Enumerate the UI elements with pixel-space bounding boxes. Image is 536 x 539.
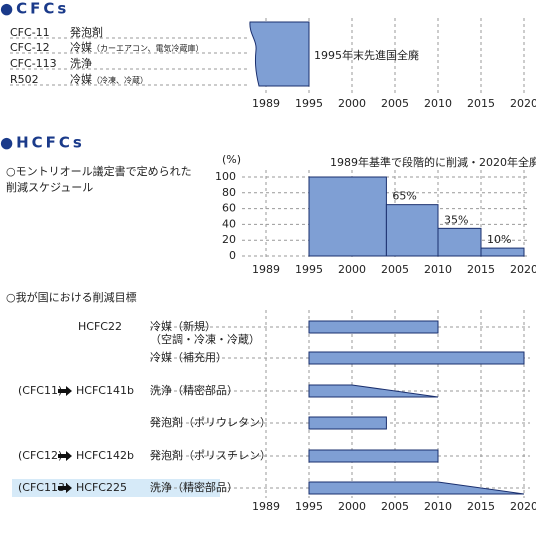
use: 冷媒（補充用） — [150, 350, 227, 364]
subtitle: ○我が国における削減目標 — [6, 290, 137, 304]
substance: HCFC141b — [76, 384, 134, 397]
use: 発泡剤 — [70, 25, 103, 39]
use: 洗浄 — [70, 56, 92, 70]
value-label: 35% — [444, 213, 468, 226]
phase-out — [308, 416, 387, 430]
highlight — [12, 479, 220, 497]
x-tick-label: 2005 — [381, 500, 409, 513]
annotation: 1989年基準で段階的に削減・2020年全廃 — [330, 155, 536, 169]
x-tick-label: 2005 — [381, 97, 409, 110]
x-tick-label: 2000 — [338, 263, 366, 276]
x-tick-label: 1995 — [295, 500, 323, 513]
substance: HCFC22 — [78, 320, 122, 333]
code: R502 — [10, 73, 39, 86]
section-title: ●HCFCs — [0, 134, 85, 152]
step-bar — [385, 204, 439, 257]
cfc-shape — [249, 21, 310, 87]
y-tick-label: 100 — [215, 170, 236, 183]
x-tick-label: 2020 — [510, 500, 536, 513]
substance: HCFC225 — [76, 481, 127, 494]
value-label: 10% — [487, 233, 511, 246]
x-tick-label: 2015 — [467, 263, 495, 276]
code: CFC-113 — [10, 57, 57, 70]
step-bar — [437, 227, 482, 257]
x-tick-label: 1995 — [295, 263, 323, 276]
note: （空調・冷凍・冷蔵） — [150, 332, 260, 346]
use: 洗浄 — [70, 56, 92, 70]
value-label: 65% — [392, 190, 416, 203]
x-tick-label: 2020 — [510, 263, 536, 276]
note: （カーエアコン、電気冷蔵庫） — [92, 43, 204, 53]
y-tick-label: 0 — [229, 249, 236, 262]
y-tick-label: 60 — [222, 202, 236, 215]
step-bar — [308, 176, 387, 257]
x-tick-label: 2015 — [467, 500, 495, 513]
x-tick-label: 2010 — [424, 500, 452, 513]
phase-out — [308, 449, 439, 463]
arrow — [58, 451, 72, 461]
substance: HCFC142b — [76, 449, 134, 462]
code: CFC-12 — [10, 41, 50, 54]
use: 発泡剤 — [70, 25, 103, 39]
phase-out — [308, 481, 525, 495]
x-tick-label: 2015 — [467, 97, 495, 110]
x-tick-label: 2020 — [510, 97, 536, 110]
subtitle: ○モントリオール議定書で定められた — [6, 164, 192, 178]
step-bar — [480, 247, 525, 257]
y-tick-label: 40 — [222, 217, 236, 230]
phase-out — [308, 320, 439, 334]
section-title: ●CFCs — [0, 0, 69, 18]
annotation: 1995年末先進国全廃 — [314, 48, 419, 62]
phase-out — [308, 384, 439, 398]
use: 冷媒（冷凍、冷蔵） — [70, 73, 148, 86]
x-tick-label: 2005 — [381, 263, 409, 276]
y-tick-label: 20 — [222, 233, 236, 246]
arrow — [58, 386, 72, 396]
from: (CFC12) — [18, 449, 62, 462]
x-tick-label: 1989 — [252, 97, 280, 110]
x-tick-label: 2010 — [424, 263, 452, 276]
use: 冷媒 — [70, 41, 92, 54]
arrow — [58, 483, 72, 493]
code: CFC-11 — [10, 26, 50, 39]
x-tick-label: 1989 — [252, 500, 280, 513]
from: (CFC113) — [18, 481, 69, 494]
x-tick-label: 1989 — [252, 263, 280, 276]
unit: (%) — [222, 153, 241, 166]
use: 発泡剤（ポリウレタン） — [150, 415, 271, 429]
x-tick-label: 2010 — [424, 97, 452, 110]
use: 冷媒（カーエアコン、電気冷蔵庫） — [70, 41, 204, 54]
subtitle: 削減スケジュール — [6, 180, 93, 194]
y-tick-label: 80 — [222, 186, 236, 199]
use: 冷媒 — [70, 73, 92, 86]
use: 冷媒（新規） — [150, 319, 216, 333]
x-tick-label: 2000 — [338, 97, 366, 110]
note: （冷凍、冷蔵） — [92, 75, 148, 85]
x-tick-label: 2000 — [338, 500, 366, 513]
use: 発泡剤（ポリスチレン） — [150, 448, 271, 462]
use: 洗浄（精密部品） — [150, 480, 238, 494]
x-tick-label: 1995 — [295, 97, 323, 110]
phase-out — [308, 351, 525, 365]
from: (CFC11) — [18, 384, 62, 397]
use: 洗浄（精密部品） — [150, 383, 238, 397]
